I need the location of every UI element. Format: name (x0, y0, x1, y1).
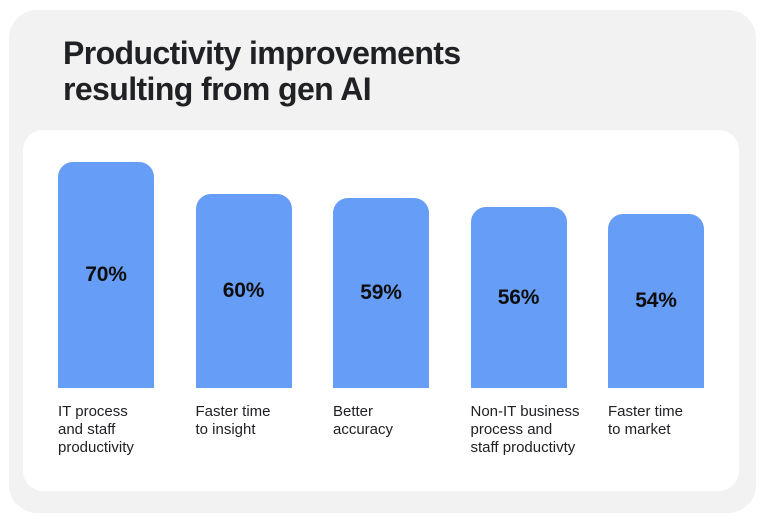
bar-value-label-3: 59% (360, 280, 402, 304)
category-label-line: Faster time (195, 403, 271, 420)
chart-title: Productivity improvements resulting from… (9, 10, 756, 107)
bar-value-label-5: 54% (635, 288, 677, 312)
category-label-line: Better (333, 403, 374, 420)
chart-panel: 70% 60% 59% 56% 54% IT process and staff produ… (23, 130, 739, 491)
chart-title-line-2: resulting from gen AI (63, 71, 372, 107)
category-label-line: IT process (58, 403, 128, 420)
category-label-2: Faster time to insight (196, 403, 292, 457)
category-label-4: Non-IT business process and staff producti… (470, 403, 580, 457)
category-label-line: staff productivty (470, 439, 576, 456)
bar-5: 54% (608, 213, 704, 388)
category-label-line: to insight (195, 421, 256, 438)
bar-1: 70% (58, 162, 154, 388)
category-label-line: Faster time (608, 403, 684, 420)
category-labels: IT process and staff productivity Faster ti… (58, 403, 704, 457)
category-label-line: productivity (58, 439, 134, 456)
bar-value-label-2: 60% (222, 279, 265, 303)
bar-4: 56% (470, 207, 567, 388)
category-label-line: process and (470, 421, 553, 438)
bar-chart: 70% 60% 59% 56% 54% (58, 162, 704, 388)
category-label-line: accuracy (333, 421, 394, 438)
bar-value-label-4: 56% (497, 285, 540, 309)
chart-title-line-1: Productivity improvements (63, 35, 461, 71)
category-label-line: to market (608, 421, 671, 438)
bar-value-label-1: 70% (85, 263, 127, 286)
category-label-line: and staff (58, 421, 116, 438)
category-label-line: Non-IT business (470, 403, 580, 420)
category-label-1: IT process and staff productivity (58, 403, 154, 457)
bar-3: 59% (333, 197, 429, 388)
category-label-5: Faster time to market (608, 403, 704, 457)
category-label-3: Better accuracy (333, 403, 429, 457)
infographic-card: Productivity improvements resulting from… (9, 10, 756, 513)
bar-2: 60% (195, 194, 292, 388)
